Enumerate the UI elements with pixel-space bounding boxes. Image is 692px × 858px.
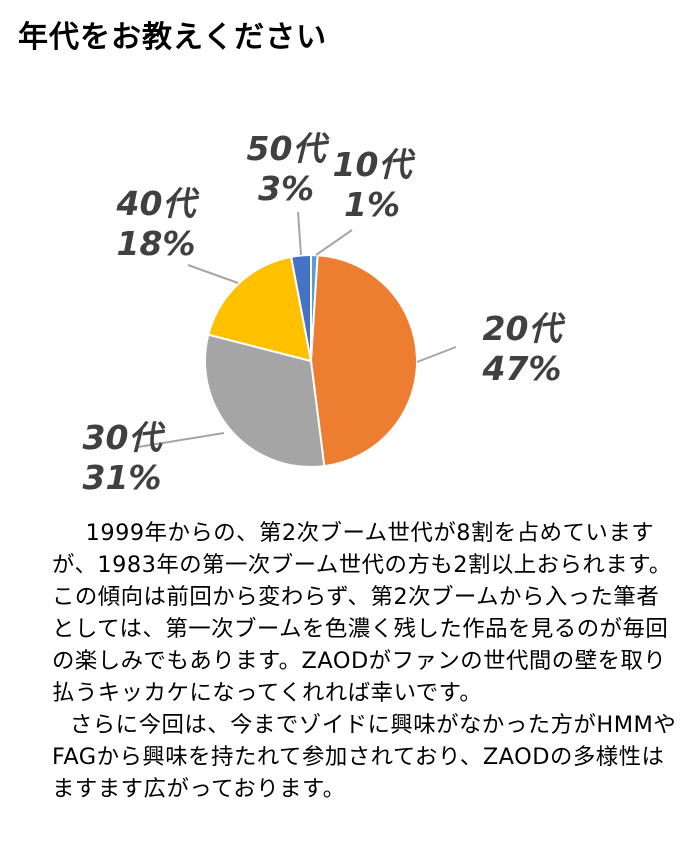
leader-line-2 bbox=[416, 346, 457, 363]
leader-line-4 bbox=[187, 264, 239, 284]
description-paragraph-2: さらに今回は、今までゾイドに興味がなかった方がHMMやFAGから興味を持たれて参… bbox=[52, 712, 677, 802]
slice-percent-label-4: 18% bbox=[117, 224, 196, 263]
slice-category-label-3: 30代 bbox=[83, 418, 166, 457]
slice-percent-label-1: 1% bbox=[344, 185, 400, 224]
pie-chart: 10代 1% 20代 47% 30代 31% 40代 18% 50代 3% bbox=[83, 129, 566, 497]
pie-slice-4 bbox=[207, 255, 313, 363]
leader-line-5 bbox=[297, 211, 302, 256]
pie-slice-2 bbox=[309, 254, 418, 468]
slice-category-label-2: 20代 bbox=[483, 309, 566, 348]
pie-slice-5 bbox=[289, 253, 312, 362]
slice-category-label-4: 40代 bbox=[116, 184, 200, 223]
description-text: 1999年からの、第2次ブーム世代が8割を占めていますが、1983年の第一次ブー… bbox=[52, 517, 682, 805]
slice-percent-label-3: 31% bbox=[83, 458, 162, 497]
page-title: 年代をお教えください bbox=[18, 20, 328, 55]
slice-percent-label-5: 3% bbox=[258, 169, 314, 208]
pie-slice-3 bbox=[204, 333, 326, 468]
slice-category-label-5: 50代 bbox=[247, 129, 330, 168]
slice-category-label-1: 10代 bbox=[333, 145, 416, 184]
leader-line-1 bbox=[315, 229, 353, 256]
description-paragraph-1: 1999年からの、第2次ブーム世代が8割を占めていますが、1983年の第一次ブー… bbox=[52, 520, 672, 706]
leader-line-3 bbox=[137, 432, 225, 448]
slice-percent-label-2: 47% bbox=[482, 349, 562, 388]
